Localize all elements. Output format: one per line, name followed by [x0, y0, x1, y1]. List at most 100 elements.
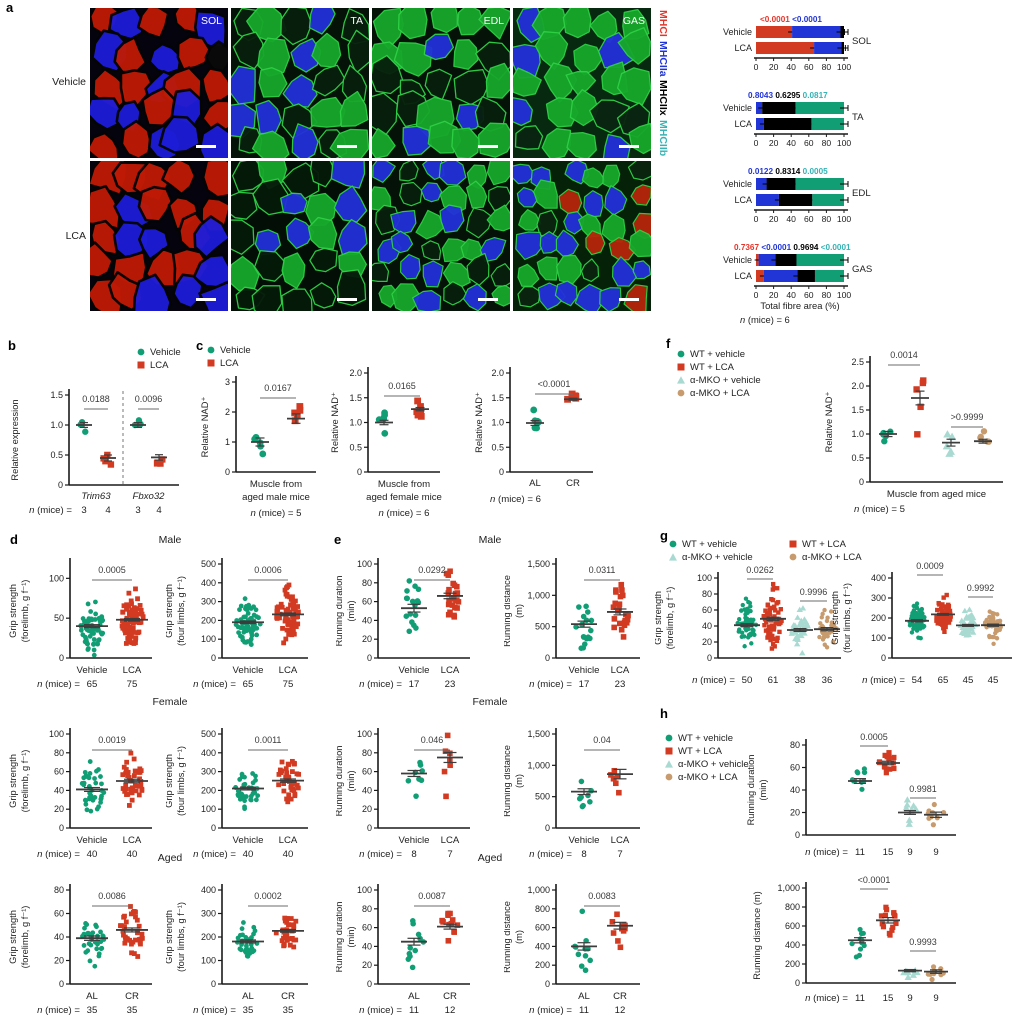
bar-row-label: LCA: [734, 271, 752, 281]
y-axis-label: (min): [346, 600, 356, 621]
n-mice-label: n (mice) = 6: [490, 494, 541, 505]
p-value: >0.9999: [951, 412, 984, 422]
scale-bar: [196, 145, 216, 148]
p-value: 0.0014: [890, 350, 918, 360]
chart-grip-forelimb-female: 0 20 40 60 80 100 Grip strength (forelimb, g f⁻…: [8, 728, 152, 860]
panel-letter-e: e: [334, 532, 342, 547]
p-value: 0.0188: [82, 394, 110, 404]
n-mice-label: n (mice) =: [193, 849, 236, 860]
legend-item-label: α-MKO + vehicle: [682, 551, 753, 563]
p-value: 0.0086: [98, 891, 126, 901]
mhc-legend-mhciib: MHCIIb: [657, 120, 669, 157]
mhc-stain-legend: MHCI MHCIIa MHCIIx MHCIIb: [657, 10, 669, 160]
chart-grip-fourlimbs-female: 0 100 200 300 400 500 Grip strength (four limbs…: [166, 728, 308, 860]
svg-text:7: 7: [447, 849, 452, 860]
legend-item: LCA: [136, 359, 181, 371]
micrograph-gas-vehicle: GAS: [513, 8, 651, 158]
n-mice-label: n (mice) = 5: [251, 508, 302, 519]
svg-text:1,000: 1,000: [777, 883, 800, 893]
legend-item-label: WT + vehicle: [682, 538, 737, 550]
panel-letter-a: a: [6, 0, 14, 15]
svg-text:1.5: 1.5: [50, 390, 63, 400]
svg-text:20: 20: [769, 214, 779, 224]
scale-bar: [196, 298, 216, 301]
x-category-label: Vehicle: [399, 835, 430, 846]
square-marker-icon: [207, 359, 215, 367]
p-value: 0.0262: [746, 565, 774, 575]
bar-muscle-label: GAS: [852, 264, 872, 275]
n-mice-label: n (mice) =: [359, 679, 402, 690]
svg-text:500: 500: [535, 622, 550, 632]
circle-marker-icon: [789, 553, 797, 561]
y-axis-label: Running duration: [336, 576, 344, 647]
scale-bar: [478, 145, 498, 148]
legend-item: α-MKO + vehicle: [664, 758, 749, 770]
svg-text:0: 0: [357, 467, 362, 477]
fibre-xlabel: Total fibre area (%): [760, 300, 839, 311]
chart-nad-al-cr: 0 0.5 1.0 1.5 2.0 Relative NAD⁺ AL CR <0.0001 n (…: [474, 367, 593, 505]
svg-text:0: 0: [499, 467, 504, 477]
svg-text:7: 7: [617, 849, 622, 860]
square-marker-icon: [665, 747, 673, 755]
svg-text:23: 23: [615, 679, 626, 690]
y-axis-label: Grip strength: [166, 910, 174, 964]
svg-text:38: 38: [795, 675, 806, 686]
p-value: <0.0001: [858, 875, 891, 885]
y-axis-label: Grip strength: [655, 591, 663, 645]
legend-item: WT + LCA: [664, 745, 749, 757]
y-axis-label: (min): [758, 779, 768, 800]
svg-text:23: 23: [445, 679, 456, 690]
svg-text:80: 80: [362, 904, 372, 914]
circle-marker-icon: [677, 389, 685, 397]
title-e-aged: Aged: [477, 852, 503, 864]
legend-item-label: α-MKO + vehicle: [690, 374, 761, 386]
svg-text:8: 8: [411, 849, 416, 860]
x-category-label: LCA: [441, 835, 460, 846]
svg-text:1.5: 1.5: [851, 405, 864, 415]
svg-text:100: 100: [871, 633, 886, 643]
legend-item-label: WT + vehicle: [690, 348, 745, 360]
svg-text:2: 2: [225, 407, 230, 417]
p-value: 0.9996: [800, 587, 828, 597]
bar-pvalues: 0.7367 <0.0001 0.9694 <0.0001: [734, 243, 851, 252]
x-category-label: CR: [613, 991, 627, 1002]
svg-text:2.5: 2.5: [851, 357, 864, 367]
x-category-label: AL: [242, 991, 254, 1002]
svg-text:0: 0: [58, 480, 63, 490]
svg-text:100: 100: [357, 729, 372, 739]
legend-item-label: α-MKO + LCA: [802, 551, 862, 563]
p-value: 0.0006: [254, 565, 282, 575]
svg-text:100: 100: [49, 573, 64, 583]
chart-grip-forelimb-male: 0 50 100 Grip strength (forelimb, g f⁻¹) Vehi…: [8, 558, 152, 690]
svg-text:80: 80: [822, 62, 832, 72]
legend-item: Vehicle: [206, 344, 251, 356]
svg-text:60: 60: [804, 62, 814, 72]
legend-item: WT + vehicle: [676, 348, 761, 360]
svg-text:50: 50: [742, 675, 753, 686]
x-category-label: Vehicle: [233, 835, 264, 846]
p-value: 0.0167: [264, 383, 292, 393]
legend-panel-h: WT + vehicle WT + LCA α-MKO + vehicle α-MKO…: [664, 732, 749, 783]
svg-text:0: 0: [545, 653, 550, 663]
micrograph-sol-vehicle: SOL: [90, 8, 228, 158]
x-category-label: Vehicle: [77, 835, 108, 846]
p-value: 0.0009: [916, 561, 944, 571]
svg-text:80: 80: [822, 290, 832, 300]
svg-text:100: 100: [837, 138, 852, 148]
legend-item: WT + LCA: [788, 538, 862, 550]
svg-text:9: 9: [933, 847, 938, 858]
y-axis-label: (four limbs, g f⁻¹): [842, 583, 852, 653]
p-value: 0.0019: [98, 735, 126, 745]
svg-text:20: 20: [362, 634, 372, 644]
x-category-label: LCA: [611, 835, 630, 846]
svg-text:20: 20: [362, 804, 372, 814]
legend-item-label: WT + LCA: [802, 538, 846, 550]
legend-item-label: LCA: [150, 359, 169, 371]
legend-item-label: WT + vehicle: [678, 732, 733, 744]
scale-bar: [478, 298, 498, 301]
p-value: 0.0087: [418, 891, 446, 901]
legend-item: WT + vehicle: [664, 732, 749, 744]
